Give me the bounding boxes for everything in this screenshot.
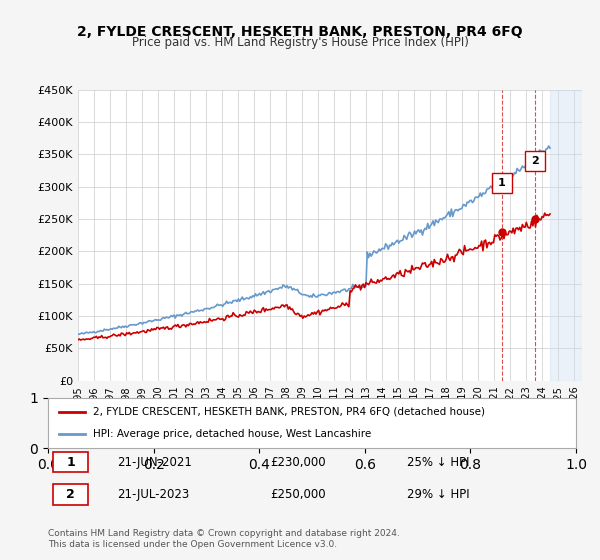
Text: HPI: Average price, detached house, West Lancashire: HPI: Average price, detached house, West… — [93, 429, 371, 439]
FancyBboxPatch shape — [53, 452, 88, 473]
FancyBboxPatch shape — [53, 484, 88, 505]
Text: 2: 2 — [531, 156, 539, 166]
Text: £230,000: £230,000 — [270, 456, 325, 469]
Bar — [550, 90, 582, 381]
Text: This data is licensed under the Open Government Licence v3.0.: This data is licensed under the Open Gov… — [48, 540, 337, 549]
Text: 21-JUN-2021: 21-JUN-2021 — [116, 456, 191, 469]
Text: 29% ↓ HPI: 29% ↓ HPI — [407, 488, 470, 501]
Text: 1: 1 — [497, 178, 505, 188]
Text: 2, FYLDE CRESCENT, HESKETH BANK, PRESTON, PR4 6FQ (detached house): 2, FYLDE CRESCENT, HESKETH BANK, PRESTON… — [93, 407, 485, 417]
Text: 25% ↓ HPI: 25% ↓ HPI — [407, 456, 470, 469]
Text: Contains HM Land Registry data © Crown copyright and database right 2024.: Contains HM Land Registry data © Crown c… — [48, 529, 400, 538]
Text: £250,000: £250,000 — [270, 488, 325, 501]
Text: Price paid vs. HM Land Registry's House Price Index (HPI): Price paid vs. HM Land Registry's House … — [131, 36, 469, 49]
Text: 21-JUL-2023: 21-JUL-2023 — [116, 488, 189, 501]
Text: 2: 2 — [67, 488, 75, 501]
Text: 2, FYLDE CRESCENT, HESKETH BANK, PRESTON, PR4 6FQ: 2, FYLDE CRESCENT, HESKETH BANK, PRESTON… — [77, 25, 523, 39]
Text: 1: 1 — [67, 456, 75, 469]
